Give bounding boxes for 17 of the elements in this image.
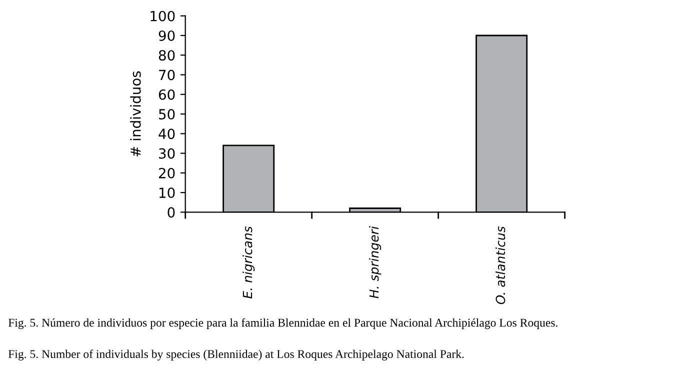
y-tick-label: 100 <box>150 10 175 22</box>
y-tick-label: 50 <box>159 108 175 120</box>
y-tick-label: 60 <box>158 89 175 100</box>
y-tick-label: 0 <box>168 207 175 218</box>
y-tick-label: 20 <box>158 168 175 178</box>
y-tick-label: 90 <box>158 30 175 41</box>
y-tick-label: 10 <box>159 188 175 198</box>
x-tick-label: O. atlanticus <box>496 226 506 304</box>
x-tick-label: E. nigricans <box>242 226 255 298</box>
y-tick-label: 30 <box>159 148 175 159</box>
y-tick-label: 80 <box>158 50 175 61</box>
y-axis-title: # individuos <box>130 71 141 156</box>
y-tick-label: 40 <box>158 128 175 140</box>
x-tick-label: H. springeri <box>369 226 382 298</box>
caption: Fig. 5. Número de individuos por especie para la familia Blennidae en el Parque Nacional Archipiélago Los Roques. <box>8 318 558 330</box>
y-tick-label: 70 <box>159 70 175 80</box>
caption: Fig. 5. Number of individuals by species (Blenniidae) at Los Roques Archipelago National Park. <box>8 350 464 360</box>
